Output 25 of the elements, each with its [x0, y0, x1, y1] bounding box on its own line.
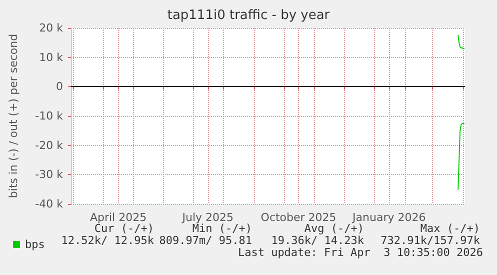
- text: Avg (-/+): [304, 222, 364, 235]
- x-tick-label: July 2025: [181, 211, 234, 224]
- x-tick-label: April 2025: [90, 211, 147, 224]
- y-tick-label: 20 k: [39, 22, 64, 34]
- chart-title: tap111i0 traffic - by year: [167, 8, 330, 23]
- text: 12.52k/ 12.95k: [61, 234, 154, 247]
- y-tick-label: -40 k: [35, 198, 64, 210]
- text: 732.91k/157.97k: [380, 234, 480, 247]
- y-tick-label: -10 k: [35, 110, 64, 122]
- text: Cur (-/+): [94, 222, 154, 235]
- legend-label: bps: [25, 238, 45, 251]
- y-tick-label: 0: [56, 80, 63, 94]
- line-series: [458, 122, 465, 190]
- text: Last update: Fri Apr 3 10:35:00 2026: [238, 246, 483, 259]
- text: 809.97m/ 95.81: [159, 234, 252, 247]
- x-tick-label: October 2025: [260, 211, 336, 224]
- line-series: [458, 34, 465, 50]
- text: Min (-/+): [192, 222, 252, 235]
- y-tick-label: -20 k: [35, 138, 64, 152]
- y-axis-title: bits in (-) / out (+) per second: [7, 34, 20, 198]
- y-tick-label: -30 k: [35, 168, 64, 182]
- text: 19.36k/ 14.23k: [271, 234, 364, 247]
- text: Max (-/+): [420, 222, 480, 235]
- x-tick-label: January 2026: [352, 211, 426, 224]
- y-tick-label: 10 k: [39, 50, 64, 64]
